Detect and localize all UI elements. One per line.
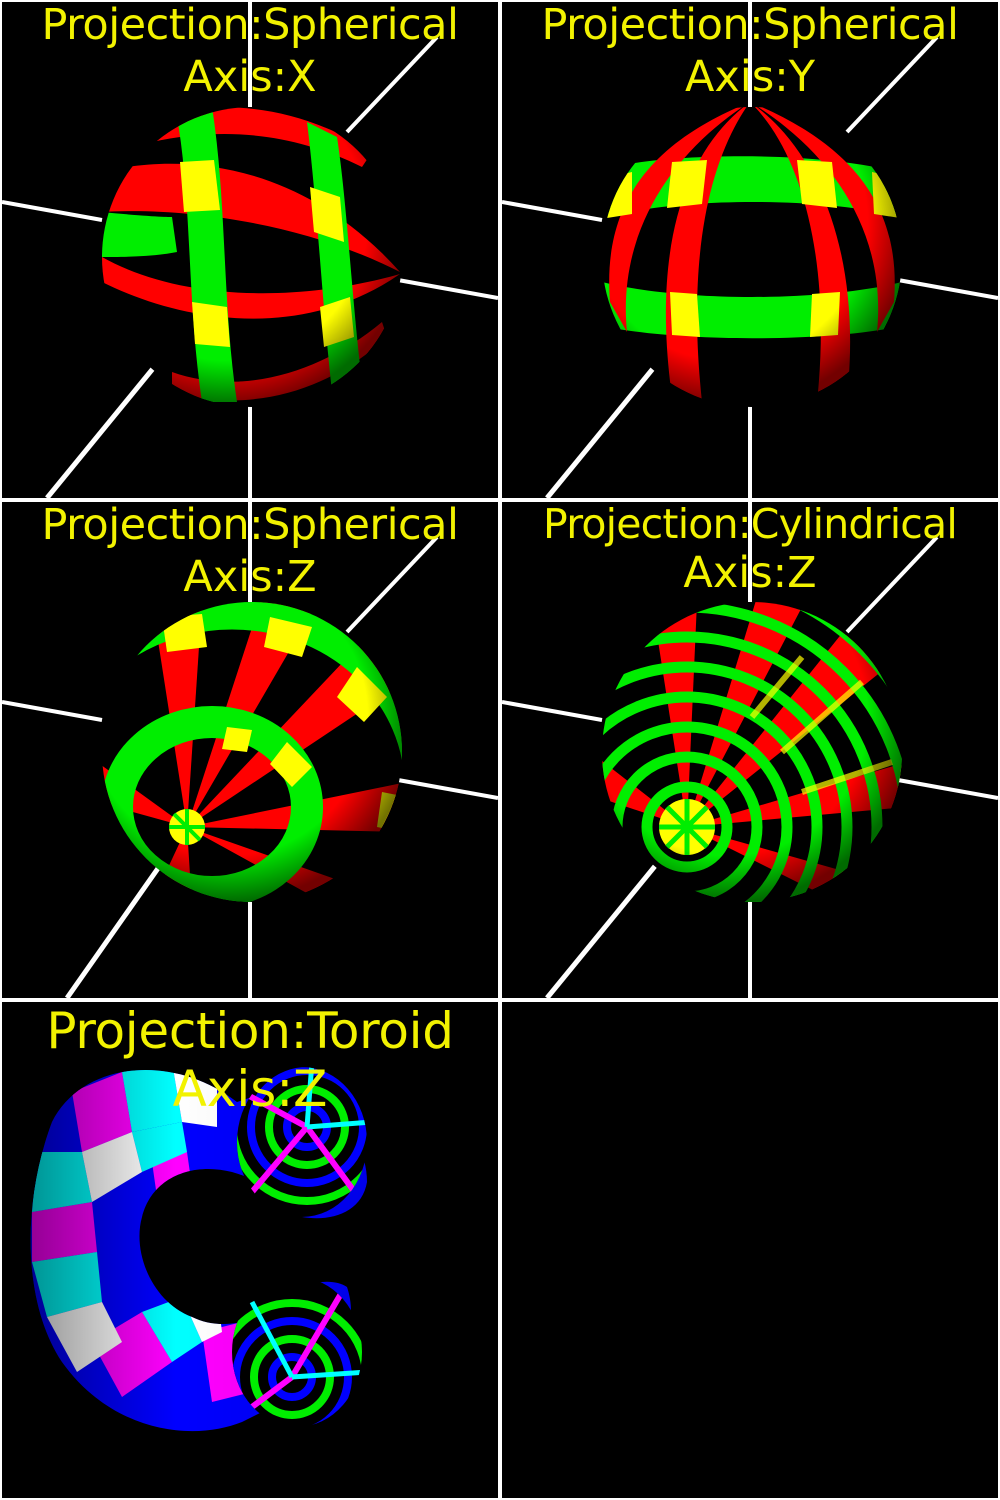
panel-toroid-z: Projection:Toroid Axis:Z	[2, 1002, 498, 1498]
projection-label: Projection:Spherical	[541, 2, 959, 50]
torus-cap-upper	[237, 1067, 367, 1217]
panel-cylindrical-z: Projection:Cylindrical Axis:Z	[502, 502, 998, 998]
sphere-texture	[602, 107, 902, 407]
axis-line-left	[502, 700, 603, 722]
sphere-texture	[102, 602, 402, 902]
axis-line-upper-right	[845, 535, 939, 634]
panel-empty	[502, 1002, 998, 1498]
axis-line-upper-right	[845, 35, 939, 134]
axis-line-upper-right	[345, 535, 439, 634]
axis-line-left	[2, 700, 103, 722]
axis-label: Axis:Z	[183, 552, 317, 602]
render-spherical-x	[2, 2, 498, 498]
projection-label: Projection:Spherical	[41, 2, 459, 50]
sphere-texture	[102, 107, 402, 407]
panel-spherical-z: Projection:Spherical Axis:Z	[2, 502, 498, 998]
render-spherical-z	[2, 502, 498, 998]
axis-line-left	[2, 200, 103, 222]
panel-spherical-y: Projection:Spherical Axis:Y	[502, 2, 998, 498]
axis-label: Axis:Z	[172, 1060, 328, 1118]
axis-line-right	[397, 778, 498, 800]
render-cylindrical-z	[502, 502, 998, 998]
projection-label: Projection:Toroid	[46, 1002, 454, 1060]
projection-label: Projection:Spherical	[41, 502, 459, 550]
projection-label: Projection:Cylindrical	[543, 502, 958, 548]
axis-line-right	[397, 278, 498, 300]
render-toroid-z	[30, 1067, 368, 1432]
axis-line-right	[897, 278, 998, 300]
sphere-texture	[602, 602, 902, 902]
axis-label: Axis:Z	[683, 548, 817, 598]
panel-spherical-x: Projection:Spherical Axis:X	[2, 2, 498, 498]
axis-line-right	[897, 778, 998, 800]
torus-cap-lower	[232, 1277, 362, 1427]
render-spherical-y	[502, 2, 998, 498]
axis-line-left	[502, 200, 603, 222]
axis-label: Axis:X	[183, 52, 317, 102]
axis-label: Axis:Y	[685, 52, 815, 102]
axis-line-upper-right	[345, 35, 439, 134]
